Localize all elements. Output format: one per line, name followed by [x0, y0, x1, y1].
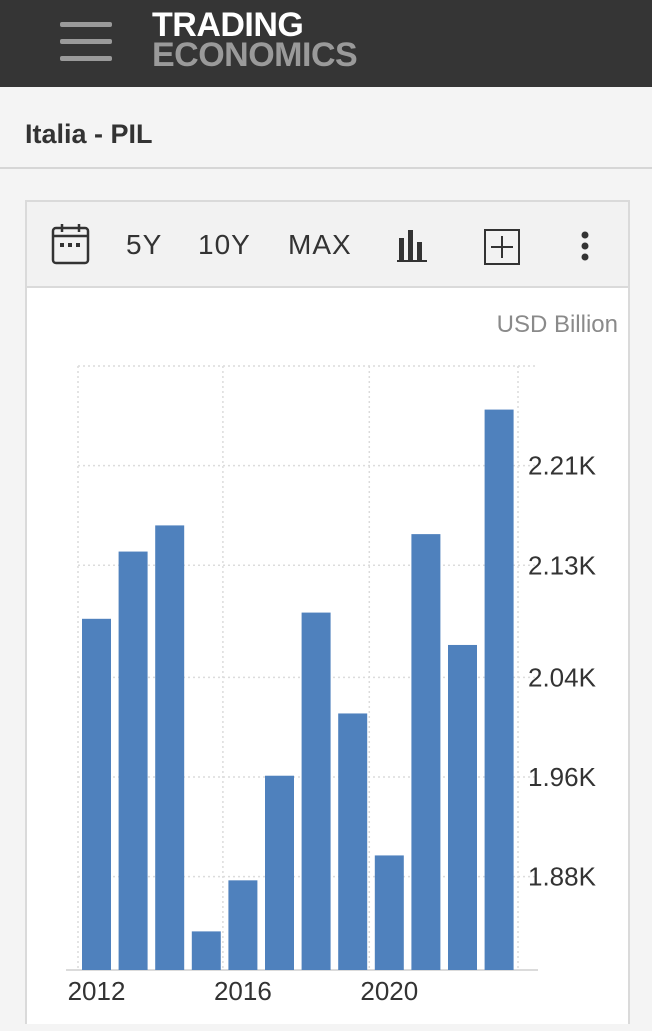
logo-line-2: ECONOMICS [152, 36, 358, 74]
y-tick-label: 1.96K [528, 762, 597, 792]
calendar-icon[interactable] [51, 202, 91, 288]
bar-2016[interactable] [228, 880, 258, 970]
chart-card: 5Y 10Y MAX [25, 200, 630, 1024]
bar-2014[interactable] [155, 525, 185, 970]
plus-box-icon[interactable] [483, 202, 521, 288]
bar-chart-icon[interactable] [397, 202, 429, 288]
y-tick-label: 1.88K [528, 862, 597, 892]
page-title: Italia - PIL [25, 119, 153, 149]
y-tick-label: 2.04K [528, 662, 597, 692]
title-bar: Italia - PIL [0, 87, 652, 169]
logo[interactable]: TRADING ECONOMICS [152, 6, 358, 74]
bar-2018[interactable] [301, 612, 331, 970]
bar-2013[interactable] [118, 551, 148, 970]
bar-2022[interactable] [448, 644, 477, 970]
hamburger-menu-icon[interactable] [60, 22, 112, 62]
chart-toolbar: 5Y 10Y MAX [27, 202, 628, 288]
bar-2020[interactable] [374, 855, 404, 970]
range-10y-button[interactable]: 10Y [198, 229, 251, 260]
x-tick-label: 2012 [68, 976, 126, 1006]
top-bar: TRADING ECONOMICS [0, 0, 652, 87]
logo-line-1: TRADING [152, 6, 304, 44]
bar-2021[interactable] [411, 534, 441, 970]
bar-2015[interactable] [191, 931, 221, 970]
bar-2012[interactable] [82, 618, 111, 970]
bar-2017[interactable] [265, 775, 294, 970]
y-tick-label: 2.21K [528, 451, 597, 481]
bar-chart: USD Billion 1.88K 1.96K 2.04K 2.13K 2.21K 20… [66, 311, 618, 1006]
bar-2019[interactable] [338, 713, 368, 970]
range-max-button[interactable]: MAX [288, 229, 352, 260]
x-tick-label: 2020 [360, 976, 418, 1006]
x-tick-label: 2016 [214, 976, 272, 1006]
range-5y-button[interactable]: 5Y [126, 229, 163, 260]
chart-area: USD Billion 1.88K 1.96K 2.04K 2.13K 2.21K 20… [27, 290, 628, 1026]
vertical-dots-icon[interactable] [577, 202, 593, 288]
unit-label: USD Billion [497, 311, 618, 338]
y-tick-label: 2.13K [528, 550, 597, 580]
bar-2023[interactable] [484, 409, 514, 970]
